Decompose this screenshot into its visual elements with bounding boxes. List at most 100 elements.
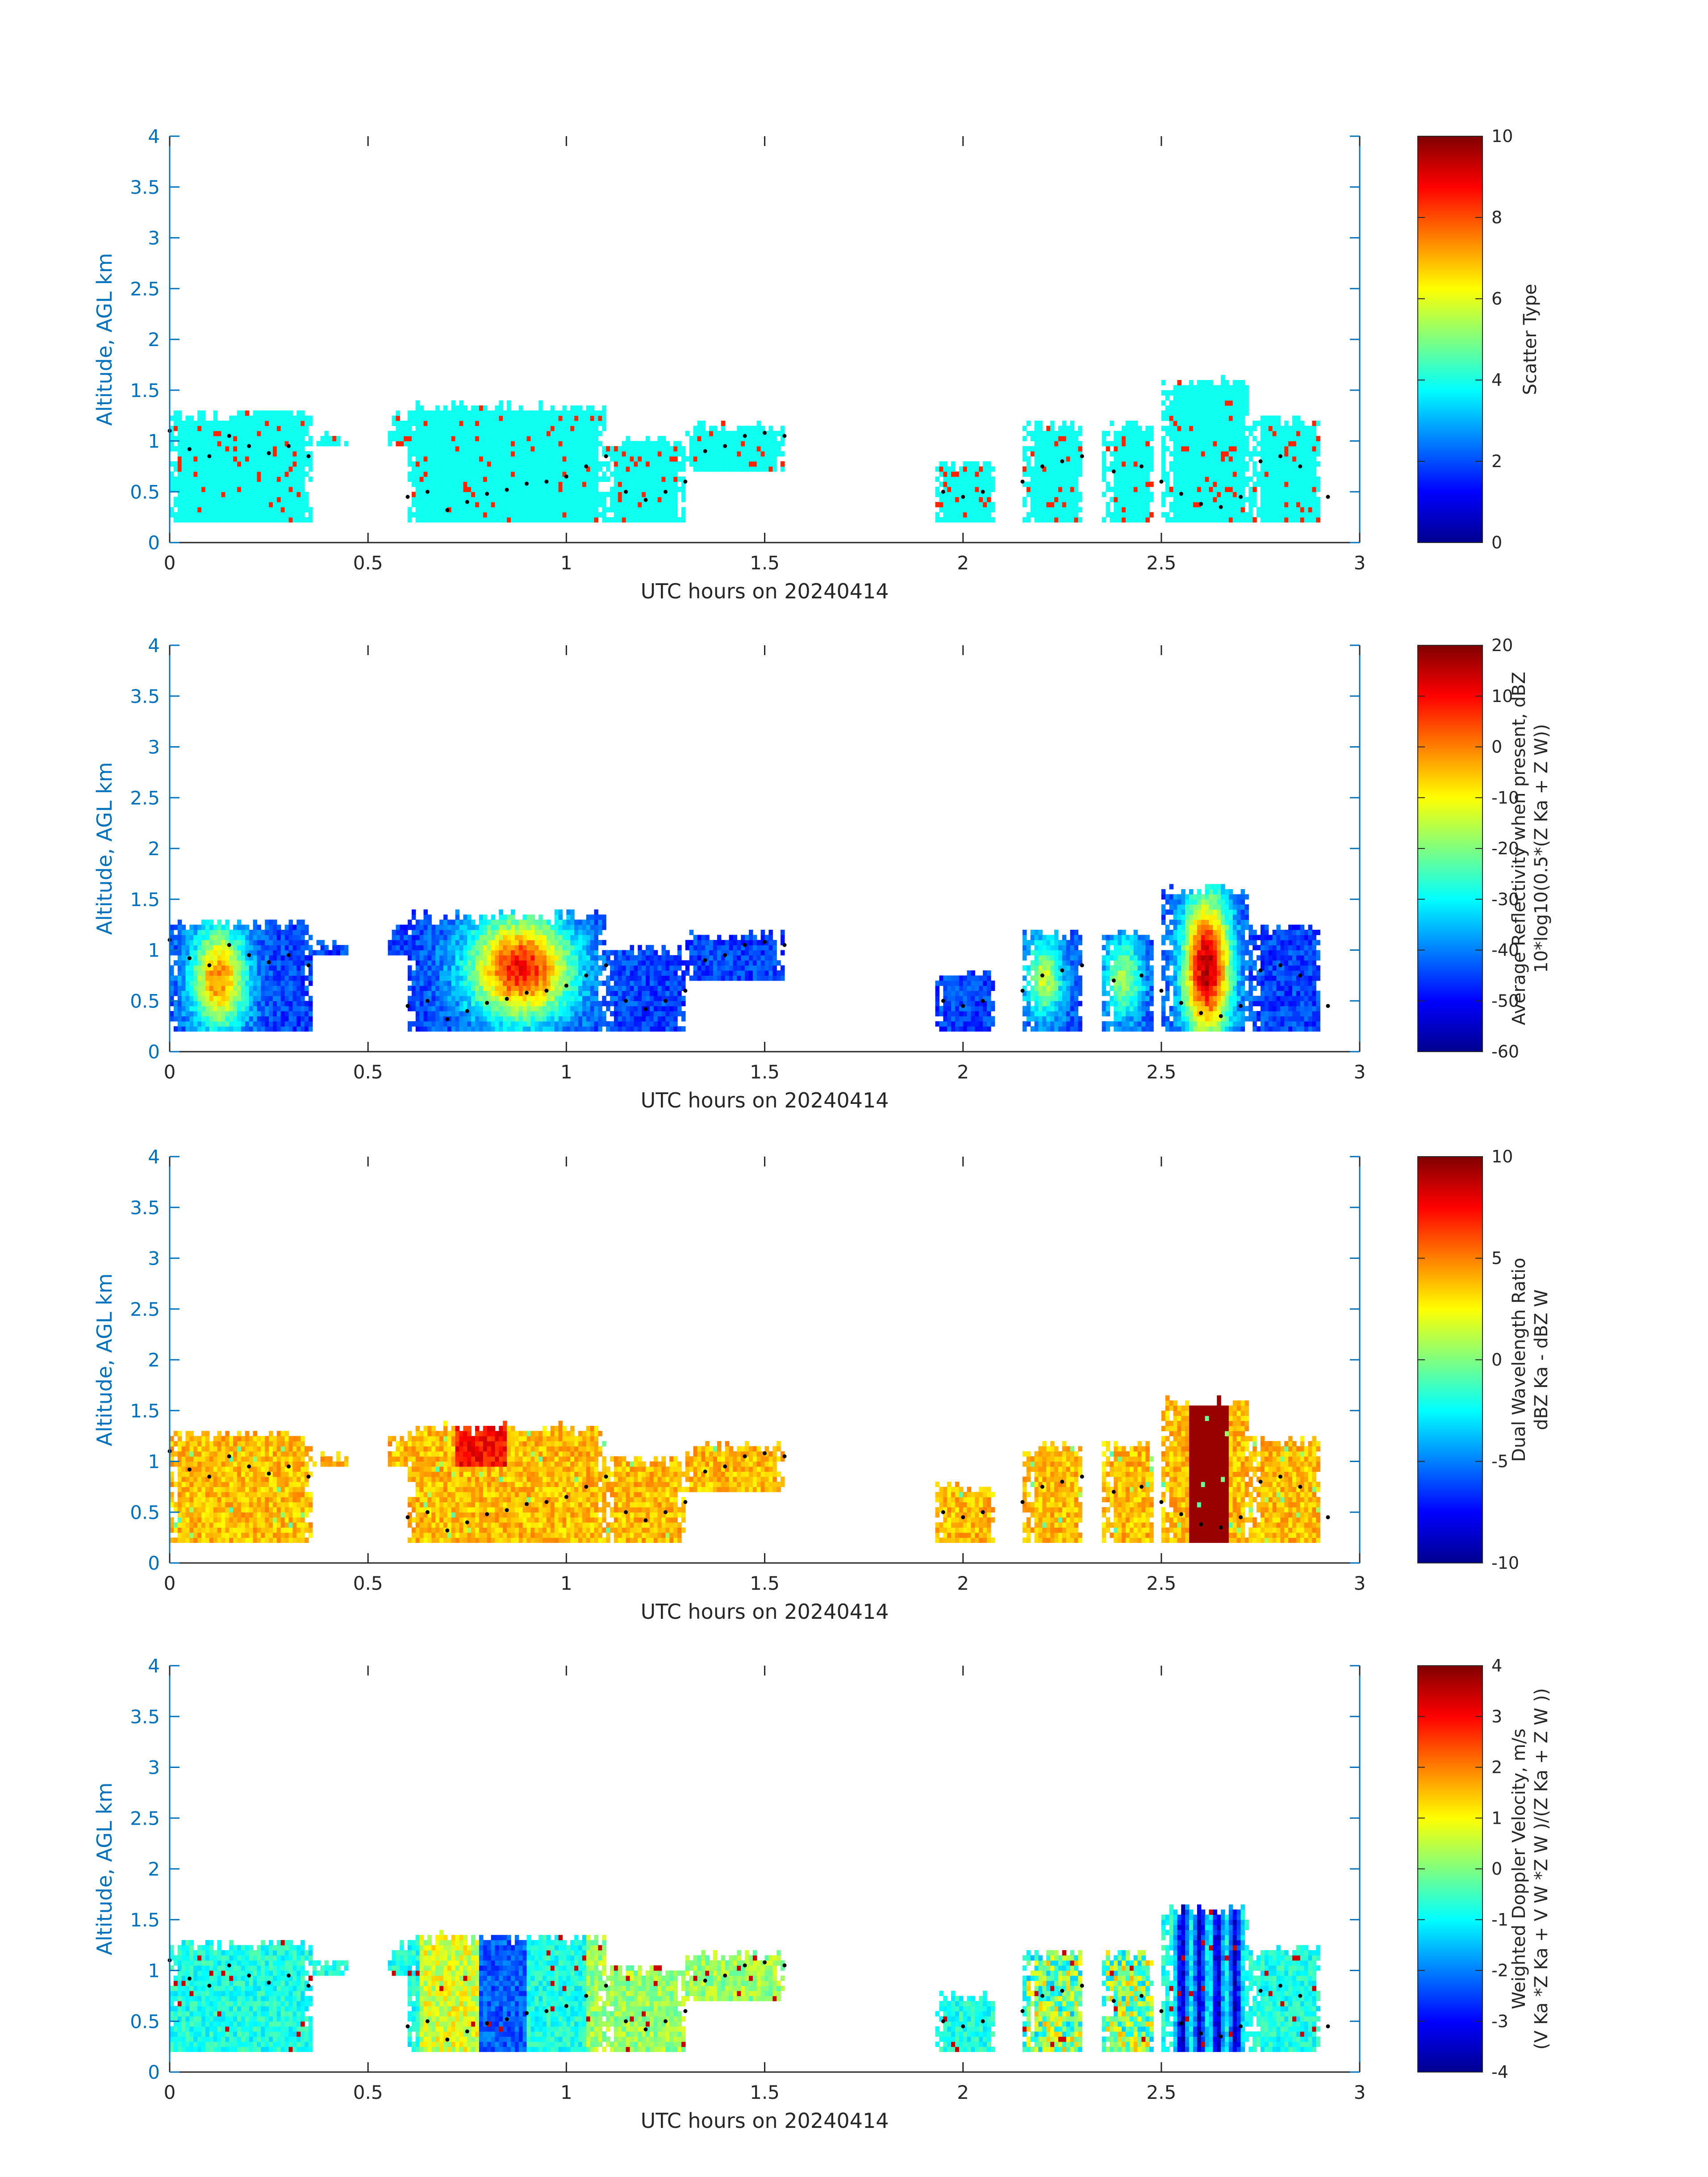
heatmap-cell — [943, 466, 948, 472]
heatmap-cell — [455, 512, 460, 518]
heatmap-cell — [1264, 481, 1269, 487]
heatmap-cell — [1268, 471, 1273, 477]
heatmap-cell — [221, 481, 226, 487]
heatmap-cell — [1257, 441, 1261, 447]
heatmap-cell — [574, 451, 579, 457]
heatmap-cell — [602, 446, 606, 451]
heatmap-cell — [1189, 446, 1194, 451]
heatmap-cell — [1272, 476, 1277, 482]
heatmap-cell — [205, 975, 210, 981]
heatmap-cell — [1118, 441, 1122, 447]
heatmap-cell — [217, 1001, 222, 1007]
heatmap-cell — [546, 466, 551, 472]
heatmap-cell — [213, 512, 218, 518]
heatmap-cell — [269, 441, 273, 447]
heatmap-cell — [305, 930, 309, 935]
heatmap-cell — [1260, 512, 1265, 518]
heatmap-cell — [447, 481, 452, 487]
heatmap-cell — [249, 1011, 254, 1016]
heatmap-cell — [1046, 461, 1051, 467]
heatmap-cell — [526, 415, 531, 421]
heatmap-cell — [475, 430, 480, 436]
heatmap-cell — [1177, 421, 1182, 426]
heatmap-cell — [610, 446, 614, 451]
heatmap-cell — [1205, 512, 1209, 518]
heatmap-cell — [598, 502, 602, 507]
heatmap-cell — [280, 471, 285, 477]
heatmap-cell — [475, 517, 480, 523]
heatmap-cell — [1038, 456, 1043, 462]
heatmap-cell — [301, 441, 305, 447]
heatmap-cell — [1308, 426, 1312, 431]
heatmap-cell — [245, 1006, 250, 1011]
heatmap-cell — [1026, 421, 1031, 426]
heatmap-cell — [610, 471, 614, 477]
heatmap-cell — [638, 507, 642, 513]
heatmap-cell — [273, 451, 277, 457]
heatmap-cell — [1236, 512, 1241, 518]
heatmap-cell — [185, 471, 190, 477]
heatmap-cell — [594, 486, 598, 492]
heatmap-cell — [225, 471, 230, 477]
heatmap-cell — [245, 1026, 250, 1032]
heatmap-cell — [1205, 405, 1209, 411]
heatmap-cell — [1197, 492, 1202, 497]
heatmap-cell — [276, 1006, 281, 1011]
heatmap-cell — [503, 517, 507, 523]
heatmap-cell — [590, 415, 595, 421]
heatmap-cell — [185, 995, 190, 1001]
heatmap-cell — [296, 950, 301, 956]
heatmap-cell — [237, 955, 242, 961]
heatmap-cell — [963, 481, 968, 487]
heatmap-cell — [217, 935, 222, 940]
heatmap-cell — [653, 481, 658, 487]
heatmap-cell — [1122, 436, 1126, 442]
heatmap-cell — [499, 446, 503, 451]
heatmap-cell — [646, 461, 650, 467]
heatmap-cell — [177, 935, 182, 940]
heatmap-cell — [1316, 512, 1320, 518]
heatmap-cell — [1169, 400, 1174, 406]
heatmap-cell — [205, 481, 210, 487]
heatmap-cell — [193, 980, 198, 986]
heatmap-cell — [1165, 390, 1170, 396]
heatmap-cell — [400, 940, 404, 945]
heatmap-cell — [677, 486, 682, 492]
heatmap-cell — [471, 497, 476, 502]
heatmap-cell — [1078, 426, 1082, 431]
heatmap-cell — [709, 461, 714, 467]
heatmap-cell — [1217, 502, 1221, 507]
heatmap-cell — [1173, 471, 1178, 477]
heatmap-cell — [983, 507, 987, 513]
heatmap-cell — [673, 456, 678, 462]
heatmap-cell — [241, 950, 246, 956]
heatmap-cell — [558, 426, 563, 431]
heatmap-cell — [570, 456, 575, 462]
heatmap-cell — [301, 486, 305, 492]
heatmap-cell — [526, 481, 531, 487]
heatmap-cell — [1205, 502, 1209, 507]
heatmap-cell — [503, 410, 507, 416]
heatmap-cell — [1312, 486, 1316, 492]
heatmap-cell — [308, 965, 313, 971]
heatmap-cell — [225, 512, 230, 518]
heatmap-cell — [511, 441, 515, 447]
heatmap-cell — [427, 980, 432, 986]
heatmap-cell — [737, 451, 741, 457]
heatmap-cell — [594, 430, 598, 436]
heatmap-cell — [1149, 436, 1154, 442]
heatmap-cell — [1205, 461, 1209, 467]
heatmap-cell — [598, 497, 602, 502]
heatmap-cell — [1038, 466, 1043, 472]
heatmap-cell — [269, 935, 273, 940]
heatmap-cell — [1050, 507, 1055, 513]
heatmap-cell — [590, 492, 595, 497]
heatmap-cell — [209, 940, 214, 945]
heatmap-cell — [209, 481, 214, 487]
heatmap-cell — [408, 975, 412, 981]
heatmap-cell — [463, 466, 468, 472]
heatmap-cell — [602, 497, 606, 502]
heatmap-cell — [273, 980, 277, 986]
heatmap-cell — [217, 986, 222, 991]
heatmap-cell — [535, 415, 539, 421]
